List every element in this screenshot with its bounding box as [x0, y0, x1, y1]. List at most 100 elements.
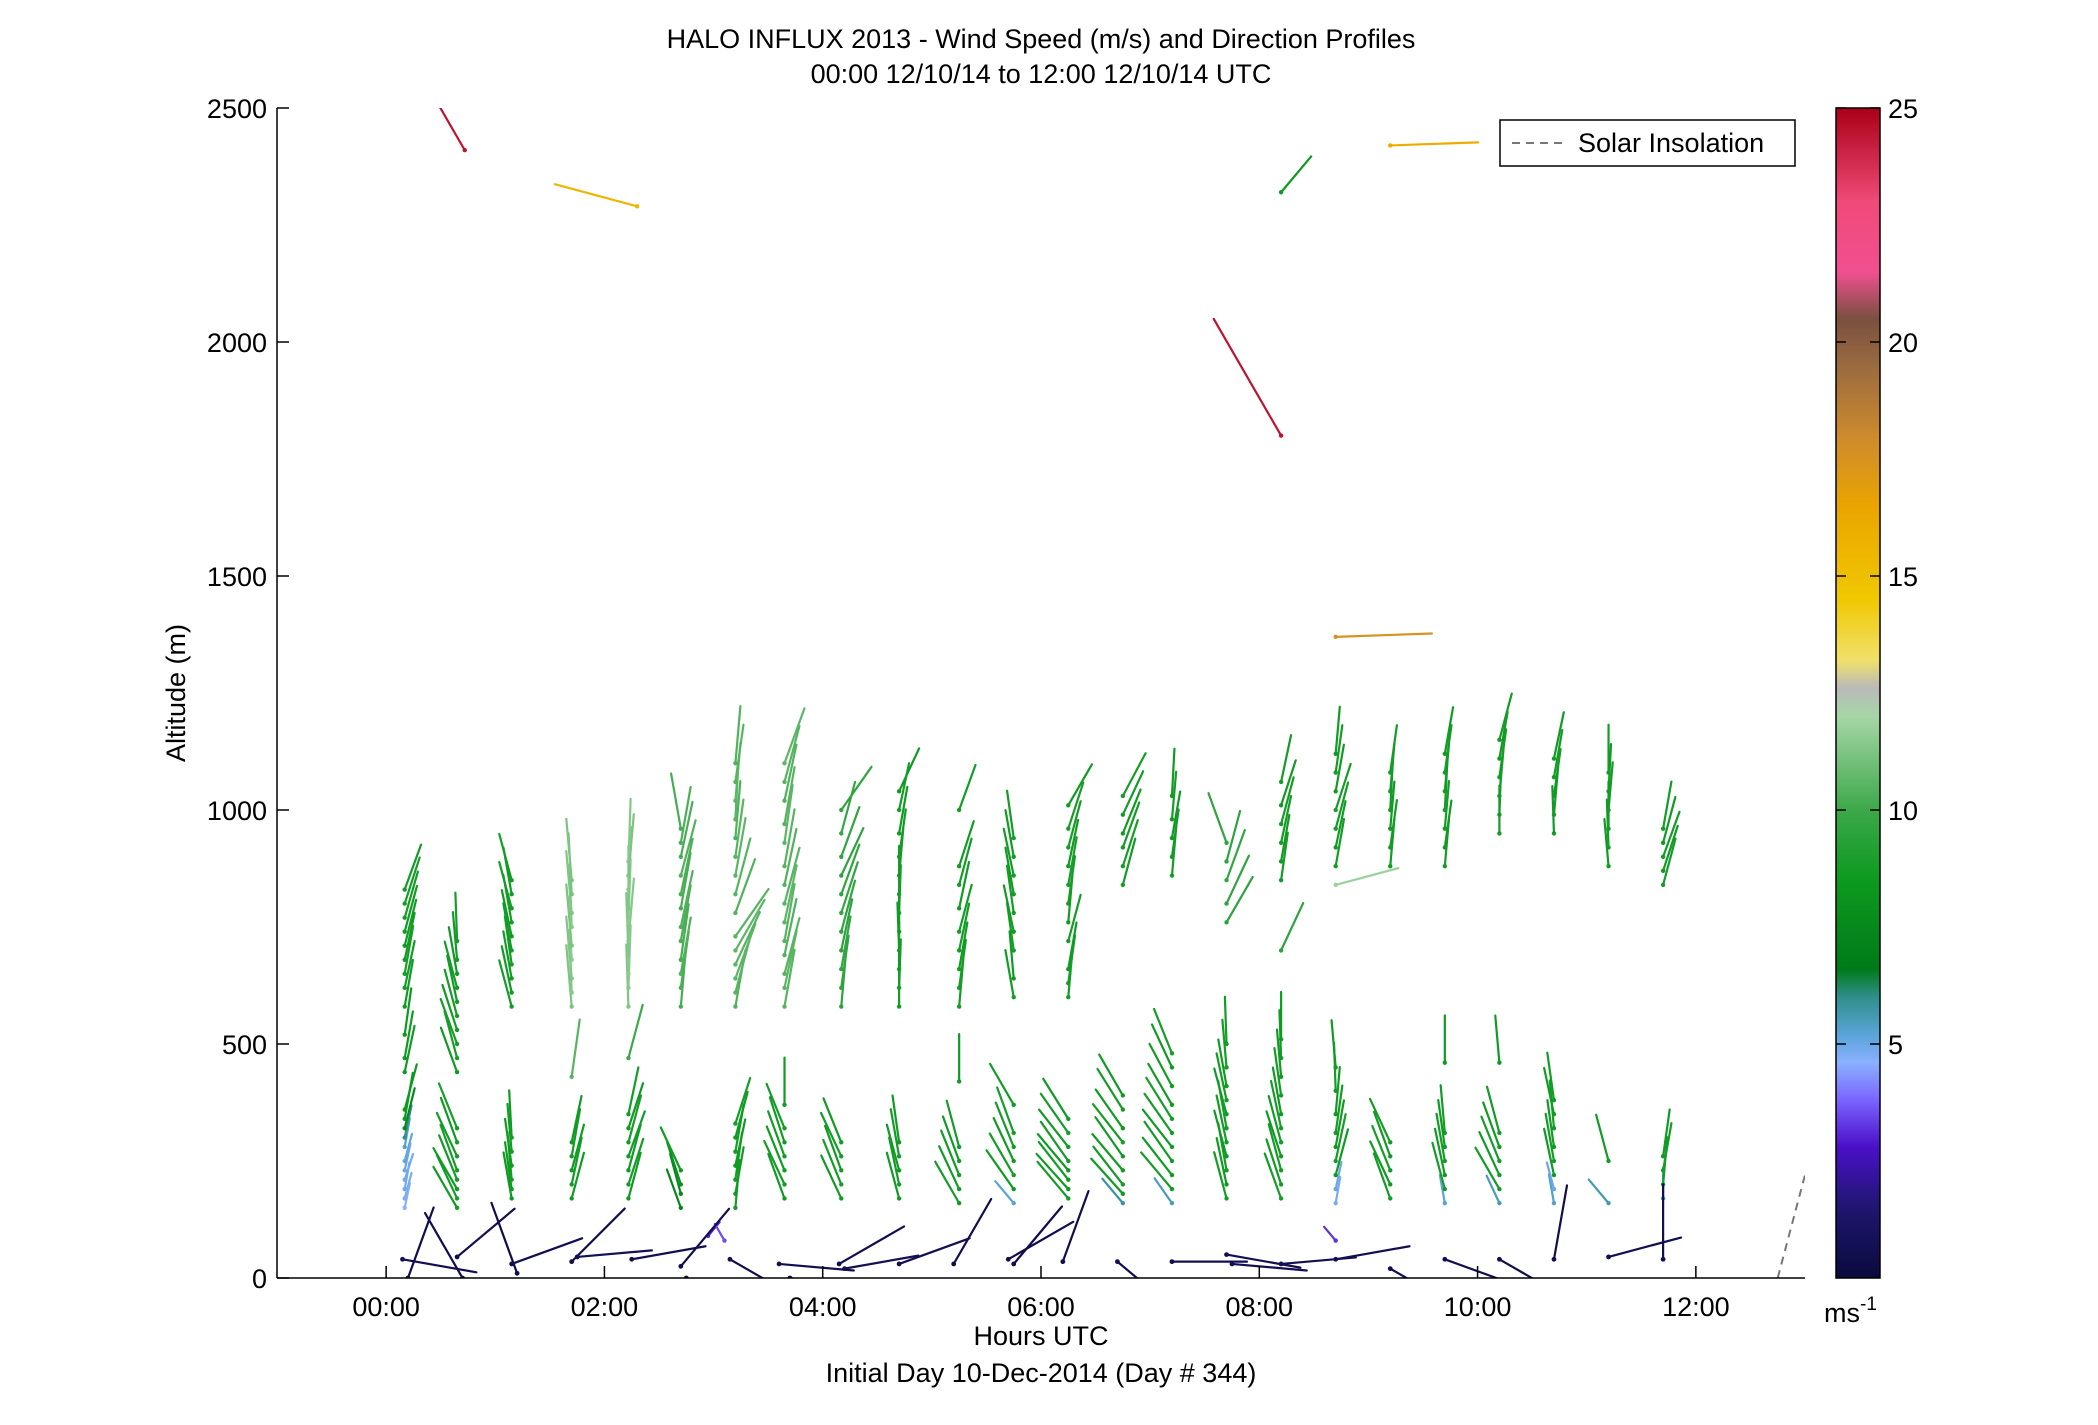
wind-vector-dot — [1442, 1130, 1448, 1136]
wind-vector-dot — [402, 1144, 407, 1150]
wind-vector — [898, 785, 909, 835]
wind-vector-dot — [678, 892, 684, 897]
wind-vector-dot — [1011, 995, 1016, 1000]
wind-vector-dot — [896, 854, 902, 859]
wind-vector — [439, 108, 466, 152]
wind-vector — [958, 860, 971, 910]
wind-vector-dot — [1442, 789, 1448, 794]
wind-vector-dot — [1333, 1065, 1338, 1070]
wind-vector-dot — [1120, 882, 1126, 888]
wind-vector — [1091, 1103, 1124, 1144]
wind-vector-dot — [839, 929, 844, 934]
wind-vector — [1603, 817, 1610, 868]
wind-vector-dot — [1169, 1116, 1175, 1122]
wind-vector — [1121, 770, 1145, 816]
wind-vector — [1280, 794, 1293, 844]
wind-vector — [767, 1110, 786, 1158]
wind-vector-dot — [839, 1154, 844, 1159]
surface-wind-vector — [1225, 1253, 1302, 1269]
wind-vector-dot — [1278, 1182, 1284, 1187]
surface-wind-vector-dot — [896, 1261, 902, 1267]
wind-vector-dot — [1120, 1126, 1126, 1131]
wind-vector — [627, 1110, 646, 1158]
wind-vector — [783, 846, 801, 905]
plot-area — [277, 108, 1805, 1278]
wind-vector-dot — [569, 957, 574, 962]
surface-wind-vector-dot — [1606, 1254, 1611, 1260]
surface-wind-vector — [490, 1201, 519, 1275]
wind-vector — [565, 944, 573, 1008]
wind-vector — [1607, 742, 1613, 793]
wind-vector-dot — [1169, 1144, 1175, 1150]
wind-vector-dot — [678, 938, 684, 944]
wind-vector — [1280, 831, 1289, 882]
colorbar-tick-label: 10 — [1888, 796, 1918, 826]
wind-vector — [783, 864, 798, 924]
wind-vector-dot — [402, 1032, 407, 1037]
wind-vector-dot — [509, 1149, 514, 1154]
wind-vector-dot — [1120, 1182, 1126, 1187]
wind-vector-dot — [956, 1186, 962, 1192]
surface-wind-vector — [788, 1276, 797, 1278]
wind-vector-dot — [1497, 793, 1502, 799]
wind-vector-dot — [1278, 1037, 1284, 1042]
wind-vector — [1478, 1131, 1501, 1177]
wind-vector-dot — [1066, 1186, 1071, 1192]
wind-vector — [1101, 1177, 1124, 1205]
wind-vector — [432, 1165, 459, 1209]
wind-vector — [1042, 1077, 1070, 1120]
wind-vector-dot — [626, 1196, 631, 1201]
wind-vector-dot — [678, 826, 684, 831]
wind-vector — [840, 915, 852, 971]
wind-vector — [1148, 1042, 1174, 1088]
wind-vector-dot — [1066, 980, 1071, 986]
surface-wind-vector-dot — [569, 1259, 575, 1265]
wind-vector-dot — [509, 1177, 514, 1182]
wind-vector — [734, 817, 747, 877]
wind-vector-dot — [839, 831, 844, 836]
wind-vector-dot — [1442, 1158, 1448, 1164]
wind-vector-dot — [626, 1168, 631, 1173]
wind-vector-dot — [1278, 948, 1284, 953]
wind-vector-dot — [1278, 859, 1284, 864]
wind-vector-dot — [1333, 1186, 1338, 1192]
wind-vector — [454, 891, 459, 943]
wind-vector — [1369, 1140, 1392, 1186]
colorbar: 5 10 15 20 25 ms-1 — [1824, 94, 1918, 1328]
surface-wind-vector-dot — [1229, 1261, 1235, 1267]
wind-vector-dot — [1224, 1097, 1229, 1103]
wind-vector-dot — [1224, 1126, 1229, 1131]
wind-vector-dot — [454, 1069, 460, 1075]
wind-vector — [627, 813, 635, 877]
solar-insolation-curve — [1776, 1174, 1805, 1278]
wind-vector — [1474, 1146, 1501, 1191]
wind-vector-dot — [402, 887, 407, 892]
wind-vector — [1005, 901, 1015, 952]
wind-vector-dot — [733, 1121, 738, 1126]
wind-vector-dot — [509, 948, 514, 953]
wind-vector-dot — [402, 915, 407, 920]
x-tick-label: 04:00 — [789, 1292, 857, 1322]
wind-vector — [1552, 729, 1564, 779]
wind-vector-dot — [1497, 1186, 1502, 1192]
wind-vector-dot — [839, 948, 844, 953]
wind-vector-dot — [1551, 793, 1557, 799]
wind-vector — [1170, 747, 1176, 798]
wind-vector — [1334, 1176, 1342, 1205]
y-tick-label: 1500 — [207, 562, 267, 592]
wind-vector — [570, 1108, 582, 1158]
wind-vector-dot — [1442, 751, 1448, 757]
wind-vector — [1067, 763, 1094, 807]
wind-vector — [958, 883, 973, 933]
wind-vector — [403, 1132, 414, 1163]
wind-vector-dot — [569, 910, 574, 916]
wind-vector — [1143, 1120, 1174, 1163]
wind-vector-dot — [1169, 1102, 1175, 1108]
wind-vector — [1005, 789, 1015, 840]
wind-vector — [1223, 995, 1228, 1046]
legend: Solar Insolation — [1499, 119, 1796, 167]
wind-vector — [1587, 1178, 1610, 1205]
wind-vector-dot — [896, 1004, 902, 1009]
wind-vector — [679, 800, 694, 858]
wind-vector — [403, 1104, 413, 1139]
